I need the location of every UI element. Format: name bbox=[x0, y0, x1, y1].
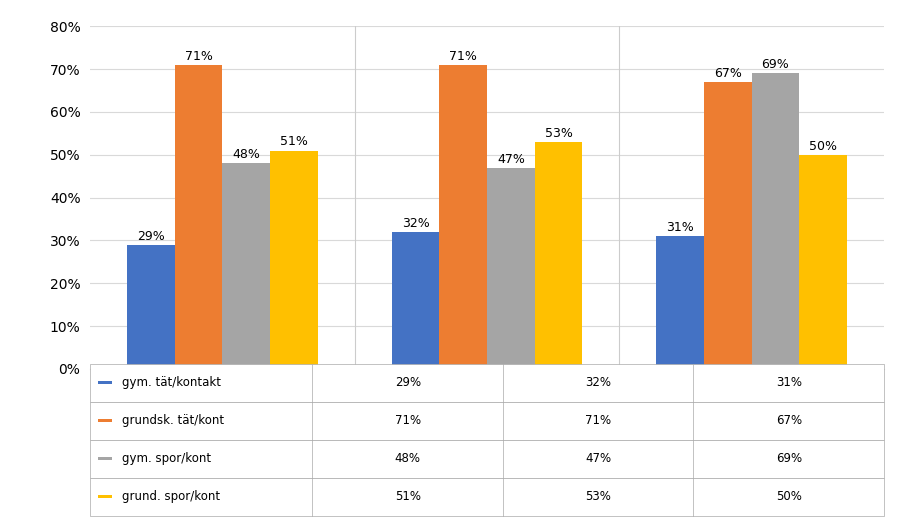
Text: 51%: 51% bbox=[395, 490, 420, 503]
Text: 29%: 29% bbox=[137, 230, 165, 242]
Bar bbox=[439, 65, 487, 369]
Bar bbox=[799, 155, 847, 369]
Bar bbox=[98, 495, 113, 499]
Bar bbox=[90, 364, 884, 402]
Text: 53%: 53% bbox=[585, 490, 612, 503]
Text: grund. spor/kont: grund. spor/kont bbox=[122, 490, 220, 503]
Text: 51%: 51% bbox=[280, 135, 308, 149]
Text: 69%: 69% bbox=[761, 58, 789, 71]
Text: 67%: 67% bbox=[713, 67, 741, 80]
Text: 47%: 47% bbox=[585, 452, 612, 465]
Bar bbox=[751, 73, 799, 369]
Text: 32%: 32% bbox=[585, 376, 612, 389]
Text: 48%: 48% bbox=[395, 452, 420, 465]
Text: grundsk. tät/kont: grundsk. tät/kont bbox=[122, 414, 224, 427]
Bar bbox=[90, 440, 884, 477]
Bar bbox=[127, 245, 175, 369]
Bar bbox=[704, 82, 751, 369]
Text: 69%: 69% bbox=[776, 452, 802, 465]
Bar bbox=[98, 419, 113, 423]
Text: 31%: 31% bbox=[667, 221, 695, 234]
Bar bbox=[175, 65, 223, 369]
Text: 71%: 71% bbox=[585, 414, 612, 427]
Text: 31%: 31% bbox=[776, 376, 802, 389]
Bar bbox=[90, 402, 884, 440]
Text: 48%: 48% bbox=[233, 148, 261, 161]
Text: 47%: 47% bbox=[497, 152, 525, 165]
Bar bbox=[98, 381, 113, 384]
Text: 32%: 32% bbox=[401, 217, 429, 230]
Bar bbox=[391, 232, 439, 369]
Text: 71%: 71% bbox=[449, 50, 477, 63]
Bar bbox=[90, 477, 884, 515]
Text: 50%: 50% bbox=[809, 140, 837, 153]
Bar bbox=[487, 168, 535, 369]
Bar bbox=[270, 151, 318, 369]
Text: 71%: 71% bbox=[395, 414, 420, 427]
Text: 53%: 53% bbox=[545, 127, 573, 140]
Text: gym. tät/kontakt: gym. tät/kontakt bbox=[122, 376, 221, 389]
Bar bbox=[223, 163, 270, 369]
Text: 29%: 29% bbox=[395, 376, 420, 389]
Text: 71%: 71% bbox=[185, 50, 213, 63]
Bar bbox=[657, 236, 704, 369]
Bar bbox=[535, 142, 583, 369]
Text: 50%: 50% bbox=[776, 490, 802, 503]
Text: gym. spor/kont: gym. spor/kont bbox=[122, 452, 211, 465]
Text: 67%: 67% bbox=[776, 414, 802, 427]
Bar bbox=[98, 457, 113, 461]
